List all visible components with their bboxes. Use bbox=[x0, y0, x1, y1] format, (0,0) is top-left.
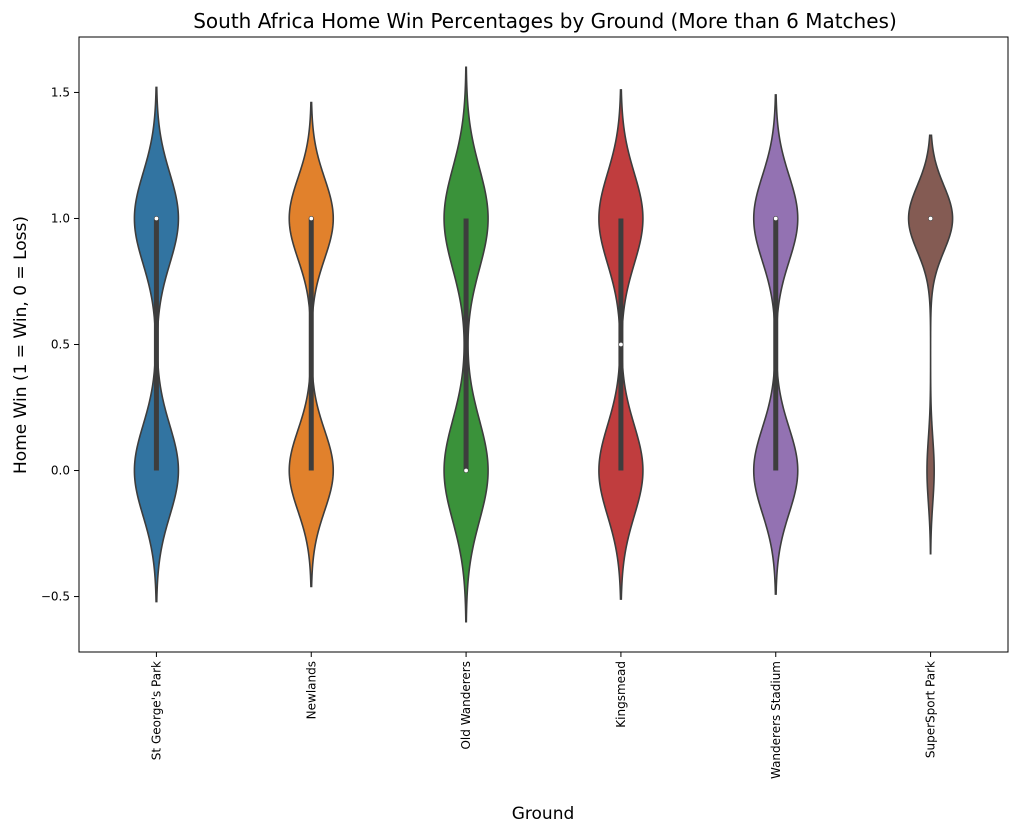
x-tick-label: Newlands bbox=[304, 661, 318, 719]
y-tick-label: 1.0 bbox=[51, 211, 70, 225]
median-point bbox=[463, 468, 469, 474]
x-axis: St George's Park Newlands Old Wanderers Kin… bbox=[149, 652, 938, 779]
chart-title: South Africa Home Win Percentages by Gro… bbox=[193, 9, 897, 33]
plot-frame bbox=[78, 36, 1009, 653]
x-tick-label: SuperSport Park bbox=[924, 661, 938, 758]
y-tick-label: 0.5 bbox=[51, 338, 70, 352]
x-tick-label: Old Wanderers bbox=[459, 661, 473, 750]
median-point bbox=[153, 215, 159, 221]
y-axis-label: Home Win (1 = Win, 0 = Loss) bbox=[11, 216, 31, 474]
violin-body bbox=[907, 134, 954, 555]
x-tick-label: Kingsmead bbox=[614, 661, 628, 728]
median-point bbox=[773, 215, 779, 221]
y-axis: −0.5 0.0 0.5 1.0 1.5 bbox=[41, 85, 79, 604]
median-point bbox=[308, 215, 314, 221]
y-tick-label: 0.0 bbox=[51, 464, 70, 478]
median-point bbox=[618, 341, 624, 347]
y-tick-label: 1.5 bbox=[51, 85, 70, 99]
y-tick-label: −0.5 bbox=[41, 590, 70, 604]
x-axis-label: Ground bbox=[512, 804, 575, 824]
median-point bbox=[928, 215, 934, 221]
x-tick-label: Wanderers Stadium bbox=[769, 661, 783, 779]
violins-layer bbox=[133, 66, 954, 623]
x-tick-label: St George's Park bbox=[149, 661, 163, 760]
